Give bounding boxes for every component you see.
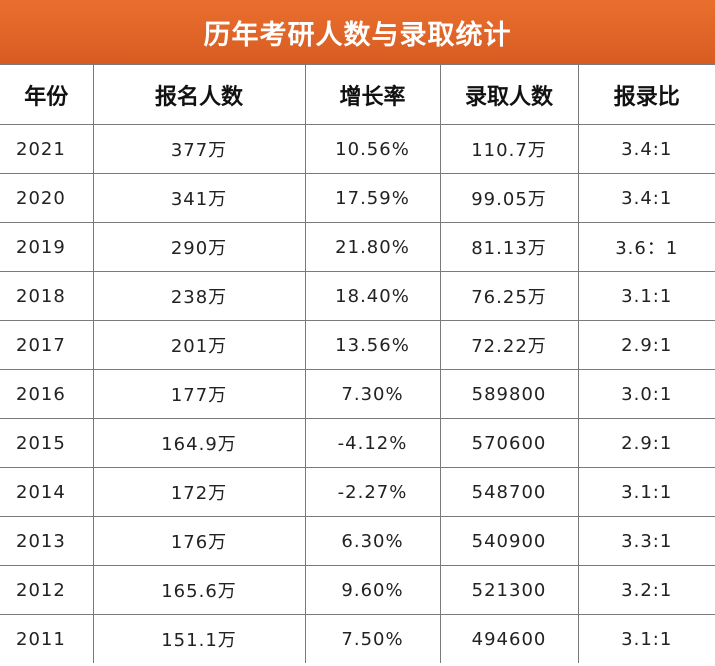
cell-applicants: 341万 (92, 173, 306, 223)
table-row: 2015 164.9万 -4.12% 570600 2.9:1 (0, 418, 715, 468)
cell-applicants: 201万 (92, 320, 306, 370)
table-row: 2017 201万 13.56% 72.22万 2.9:1 (0, 320, 715, 370)
cell-ratio: 2.9:1 (577, 320, 715, 370)
cell-applicants: 177万 (92, 369, 306, 419)
table-row: 2012 165.6万 9.60% 521300 3.2:1 (0, 565, 715, 615)
cell-ratio: 3.3:1 (577, 516, 715, 566)
cell-admitted: 72.22万 (439, 320, 579, 370)
cell-ratio: 3.4:1 (577, 124, 715, 174)
cell-year: 2011 (0, 614, 94, 663)
cell-year: 2017 (0, 320, 94, 370)
cell-applicants: 165.6万 (92, 565, 306, 615)
cell-year: 2019 (0, 222, 94, 272)
cell-ratio: 2.9:1 (577, 418, 715, 468)
cell-admitted: 494600 (439, 614, 579, 663)
cell-applicants: 151.1万 (92, 614, 306, 663)
table-row: 2016 177万 7.30% 589800 3.0:1 (0, 369, 715, 419)
cell-ratio: 3.6：1 (577, 222, 715, 272)
cell-applicants: 176万 (92, 516, 306, 566)
cell-year: 2018 (0, 271, 94, 321)
cell-year: 2013 (0, 516, 94, 566)
cell-ratio: 3.1:1 (577, 271, 715, 321)
cell-ratio: 3.1:1 (577, 467, 715, 517)
cell-year: 2014 (0, 467, 94, 517)
table-row: 2018 238万 18.40% 76.25万 3.1:1 (0, 271, 715, 321)
cell-admitted: 589800 (439, 369, 579, 419)
cell-year: 2020 (0, 173, 94, 223)
cell-applicants: 172万 (92, 467, 306, 517)
cell-growth: -4.12% (304, 418, 441, 468)
cell-growth: 21.80% (304, 222, 441, 272)
cell-growth: 17.59% (304, 173, 441, 223)
cell-ratio: 3.4:1 (577, 173, 715, 223)
cell-growth: -2.27% (304, 467, 441, 517)
column-header-year: 年份 (0, 64, 94, 125)
cell-growth: 9.60% (304, 565, 441, 615)
cell-admitted: 99.05万 (439, 173, 579, 223)
cell-admitted: 110.7万 (439, 124, 579, 174)
cell-admitted: 540900 (439, 516, 579, 566)
cell-growth: 13.56% (304, 320, 441, 370)
cell-ratio: 3.0:1 (577, 369, 715, 419)
table-row: 2011 151.1万 7.50% 494600 3.1:1 (0, 614, 715, 663)
title-bar: 历年考研人数与录取统计 (0, 0, 715, 64)
cell-year: 2016 (0, 369, 94, 419)
cell-growth: 18.40% (304, 271, 441, 321)
table-row: 2020 341万 17.59% 99.05万 3.4:1 (0, 173, 715, 223)
cell-admitted: 81.13万 (439, 222, 579, 272)
cell-ratio: 3.1:1 (577, 614, 715, 663)
column-header-growth: 增长率 (304, 64, 441, 125)
table-row: 2021 377万 10.56% 110.7万 3.4:1 (0, 124, 715, 174)
cell-year: 2015 (0, 418, 94, 468)
table-header-row: 年份 报名人数 增长率 录取人数 报录比 (0, 64, 715, 125)
page-title: 历年考研人数与录取统计 (203, 19, 512, 51)
cell-growth: 10.56% (304, 124, 441, 174)
table-row: 2014 172万 -2.27% 548700 3.1:1 (0, 467, 715, 517)
cell-year: 2012 (0, 565, 94, 615)
cell-admitted: 570600 (439, 418, 579, 468)
cell-growth: 7.30% (304, 369, 441, 419)
table-row: 2013 176万 6.30% 540900 3.3:1 (0, 516, 715, 566)
cell-applicants: 377万 (92, 124, 306, 174)
column-header-admitted: 录取人数 (439, 64, 579, 125)
column-header-ratio: 报录比 (577, 64, 715, 125)
cell-ratio: 3.2:1 (577, 565, 715, 615)
column-header-applicants: 报名人数 (92, 64, 306, 125)
cell-growth: 7.50% (304, 614, 441, 663)
cell-applicants: 238万 (92, 271, 306, 321)
cell-applicants: 164.9万 (92, 418, 306, 468)
cell-admitted: 76.25万 (439, 271, 579, 321)
table-row: 2019 290万 21.80% 81.13万 3.6：1 (0, 222, 715, 272)
cell-admitted: 548700 (439, 467, 579, 517)
stats-table: 年份 报名人数 增长率 录取人数 报录比 2021 377万 10.56% 11… (0, 64, 715, 663)
cell-growth: 6.30% (304, 516, 441, 566)
cell-applicants: 290万 (92, 222, 306, 272)
cell-year: 2021 (0, 124, 94, 174)
cell-admitted: 521300 (439, 565, 579, 615)
